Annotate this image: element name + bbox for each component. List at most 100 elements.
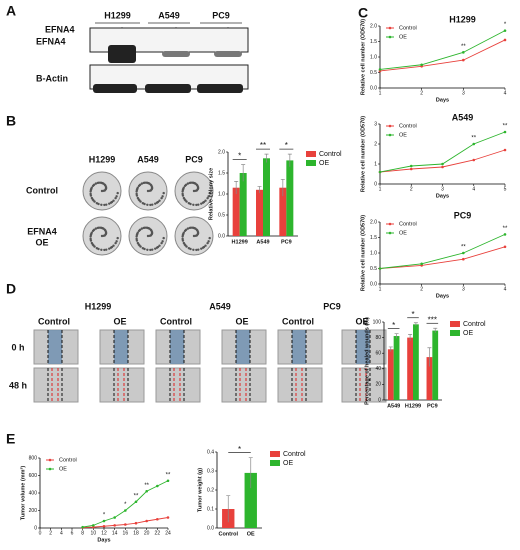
legend-swatch [450, 330, 460, 336]
error-bar [394, 333, 399, 339]
error-bar [413, 322, 418, 326]
error-bar [234, 181, 239, 194]
colony [138, 228, 142, 232]
label: 5 [504, 186, 507, 192]
label: PC9 [427, 403, 438, 409]
label: 2.0 [370, 219, 377, 225]
label: 14 [112, 530, 118, 536]
series-line [379, 30, 506, 70]
panel-letter: D [6, 281, 16, 297]
label: ** [503, 226, 508, 232]
error-bar [241, 164, 246, 182]
colony [90, 196, 94, 200]
legend-marker [388, 26, 392, 30]
colony [189, 181, 193, 184]
colony [92, 244, 95, 247]
point [134, 521, 138, 525]
point [462, 257, 465, 261]
label: * [238, 445, 241, 454]
band [161, 84, 191, 93]
colony [89, 192, 92, 196]
label: * [504, 22, 507, 28]
label: 0 [378, 397, 381, 403]
label: Control [463, 321, 486, 328]
point [378, 170, 382, 174]
label: Control [399, 123, 417, 129]
colony [114, 196, 117, 200]
colony [192, 234, 196, 238]
point [462, 251, 465, 255]
label: A549 [387, 403, 400, 409]
colony [141, 247, 145, 250]
panel-letter: C [358, 5, 368, 21]
colony [110, 200, 114, 204]
error-bar [287, 153, 292, 167]
label: 0 h [11, 342, 24, 352]
label: 3 [462, 90, 465, 96]
wound-image [155, 367, 201, 403]
colony [148, 189, 151, 193]
colony [140, 227, 144, 230]
label: 0 [39, 530, 42, 536]
colony [110, 245, 114, 249]
wound-image [221, 367, 267, 403]
label: 2 [410, 186, 413, 192]
label: 1.0 [370, 54, 377, 60]
colony [151, 248, 154, 251]
point [462, 51, 465, 54]
colony [150, 186, 154, 190]
colony [143, 226, 147, 229]
colony [181, 192, 184, 196]
label: OE [355, 316, 368, 326]
error-bar [280, 178, 285, 197]
wound-image [33, 367, 79, 403]
colony [194, 189, 197, 193]
colony [95, 202, 99, 205]
colony [135, 192, 138, 196]
colony [140, 182, 144, 185]
label: Relative cell number (OD570) [360, 19, 366, 95]
colony [162, 236, 165, 240]
colony [103, 248, 106, 252]
label: Days [97, 537, 110, 543]
colony [115, 240, 118, 243]
series-line [379, 233, 506, 269]
label: 48 h [9, 380, 27, 390]
colony [92, 228, 96, 232]
legend-marker [388, 35, 392, 39]
colony [136, 241, 140, 245]
bar [407, 337, 413, 400]
colony [181, 188, 185, 192]
label: ** [144, 483, 149, 489]
label: 0.1 [207, 506, 214, 512]
legend-swatch [270, 451, 280, 457]
point [472, 142, 476, 146]
legend-marker [388, 231, 392, 235]
label: H1299 [104, 10, 131, 20]
label: ** [471, 136, 476, 142]
point [420, 262, 423, 266]
error-bar [257, 186, 262, 194]
point [409, 164, 413, 168]
label: OE [283, 460, 293, 467]
bar [239, 173, 247, 236]
label: 1 [374, 161, 377, 167]
colony [135, 233, 139, 237]
colony [156, 200, 160, 204]
colony [151, 203, 154, 206]
label: 2.0 [370, 23, 377, 29]
label: 600 [29, 473, 38, 479]
point [156, 484, 159, 488]
panel-letter: E [6, 431, 15, 447]
point [503, 148, 507, 152]
error-bar [226, 495, 231, 523]
label: Percentage of healed wounds (%) [364, 317, 370, 405]
colony [154, 202, 157, 205]
bar [393, 336, 400, 400]
colony [89, 233, 93, 237]
colony [182, 231, 185, 234]
colony [102, 234, 105, 238]
colony [187, 202, 191, 205]
label: H1299 [232, 239, 248, 245]
